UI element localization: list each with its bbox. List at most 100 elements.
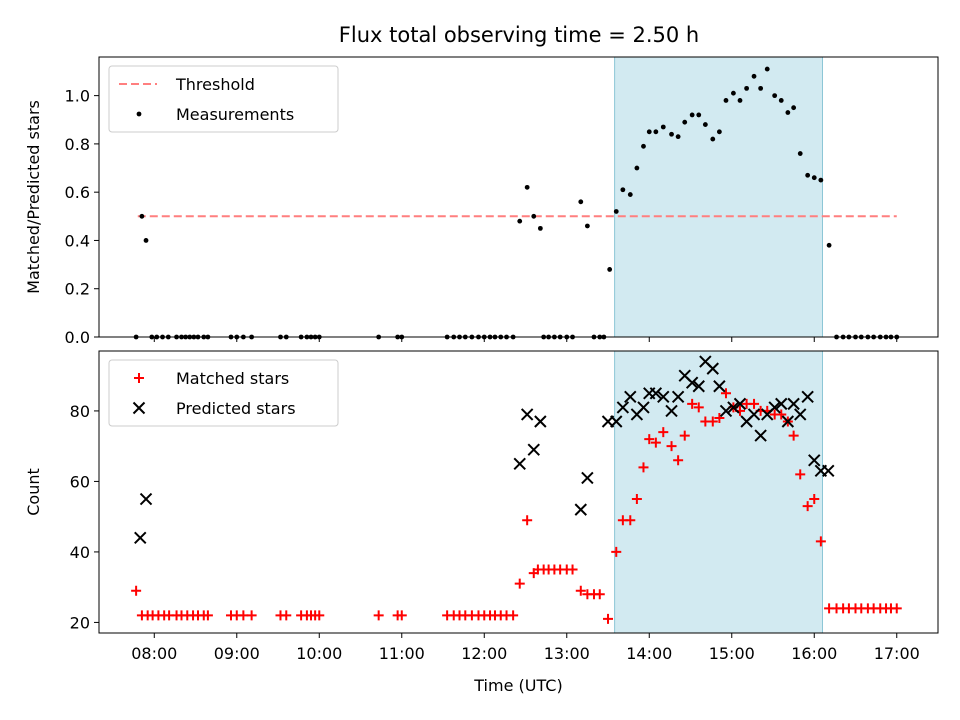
measurement-point	[826, 242, 832, 248]
predicted-point	[754, 429, 767, 442]
y-tick-label: 40	[70, 543, 90, 562]
predicted-point	[801, 390, 814, 404]
y-tick-label: 60	[70, 472, 90, 491]
predicted-point	[808, 454, 821, 467]
matched-point	[508, 610, 519, 621]
predicted-point	[610, 415, 623, 428]
y-tick-label: 0.6	[65, 183, 90, 202]
matched-point	[625, 515, 636, 526]
matched-point	[594, 589, 605, 600]
matched-point	[714, 412, 725, 423]
measurement-point	[641, 143, 646, 149]
y-tick-label: 0.8	[65, 135, 90, 154]
predicted-point	[581, 471, 594, 485]
predicted-point	[665, 404, 678, 418]
legend-label: Measurements	[176, 105, 294, 124]
predicted-point	[624, 390, 637, 404]
measurement-point	[723, 98, 729, 103]
matched-point	[815, 536, 826, 547]
predicted-point	[534, 415, 547, 428]
matched-point	[603, 613, 614, 624]
x-tick-label: 17:00	[874, 644, 920, 663]
legend-swatch	[134, 373, 144, 383]
measurement-point	[531, 213, 537, 219]
measurement-point	[675, 134, 681, 140]
predicted-point	[787, 397, 800, 411]
y-tick-label: 1.0	[65, 87, 90, 106]
predicted-point	[775, 397, 788, 411]
predicted-point	[794, 408, 807, 421]
x-tick-label: 11:00	[379, 644, 425, 663]
predicted-point	[685, 376, 699, 389]
predicted-point	[719, 404, 733, 418]
chart-title: Flux total observing time = 2.50 h	[339, 23, 699, 47]
measurement-point	[772, 93, 778, 99]
y-tick-label: 80	[70, 402, 90, 421]
x-axis-label: Time (UTC)	[473, 676, 562, 695]
measurement-point	[758, 85, 764, 91]
y-tick-label: 20	[70, 613, 90, 632]
predicted-point	[139, 492, 153, 506]
x-tick-label: 15:00	[709, 644, 755, 663]
measurement-point	[785, 110, 791, 115]
matched-point	[707, 416, 718, 427]
predicted-point	[768, 401, 781, 414]
measurement-point	[744, 85, 750, 91]
measurement-point	[578, 199, 584, 205]
predicted-point	[527, 443, 540, 456]
matched-point	[720, 388, 731, 399]
measurement-point	[646, 129, 652, 135]
measurement-point	[607, 267, 613, 272]
matched-point	[202, 610, 213, 621]
measurement-point	[791, 105, 797, 111]
matched-point	[644, 434, 655, 445]
matched-point	[631, 494, 642, 505]
x-tick-label: 14:00	[626, 644, 672, 663]
measurement-point	[689, 112, 695, 118]
legend-label: Predicted stars	[176, 399, 296, 418]
legend: Threshold Measurements	[108, 65, 339, 133]
matched-point	[650, 437, 661, 448]
matched-point	[638, 462, 649, 473]
measurement-point	[634, 165, 640, 171]
y-tick-label: 0.4	[65, 231, 90, 250]
measurement-point	[660, 124, 666, 130]
measurement-point	[710, 136, 716, 142]
predicted-point	[733, 397, 747, 411]
predicted-point	[747, 408, 761, 421]
x-tick-label: 08:00	[131, 644, 177, 663]
matched-point	[396, 610, 407, 621]
measurement-point	[778, 98, 784, 103]
predicted-point	[727, 401, 740, 414]
measurement-point	[811, 175, 817, 181]
series-predicted-stars	[134, 355, 835, 545]
measurement-point	[696, 112, 702, 118]
predicted-point	[616, 401, 630, 414]
measurement-point	[613, 209, 619, 214]
legend: Matched stars Predicted stars	[108, 359, 339, 427]
matched-point	[788, 430, 799, 441]
predicted-point	[822, 464, 835, 478]
measurement-point	[716, 129, 722, 135]
matched-point	[776, 409, 787, 420]
shaded-region	[614, 350, 824, 634]
predicted-point	[692, 380, 705, 393]
measurement-point	[682, 119, 688, 125]
matched-point	[666, 441, 677, 452]
measurement-point	[737, 98, 743, 103]
y-axis-label: Count	[24, 468, 43, 516]
matched-point	[373, 610, 384, 621]
axes-frame	[98, 350, 939, 634]
measurement-point	[524, 184, 530, 190]
measurement-point	[805, 172, 811, 178]
matched-point	[246, 610, 257, 621]
matched-point	[679, 430, 690, 441]
series-matched-stars	[131, 388, 902, 624]
matched-point	[891, 603, 902, 614]
measurement-point	[702, 122, 708, 127]
measurement-point	[537, 225, 543, 231]
measurement-point	[627, 192, 633, 197]
x-tick-label: 09:00	[214, 644, 260, 663]
measurement-point	[797, 151, 803, 156]
legend-label: Threshold	[175, 75, 255, 94]
